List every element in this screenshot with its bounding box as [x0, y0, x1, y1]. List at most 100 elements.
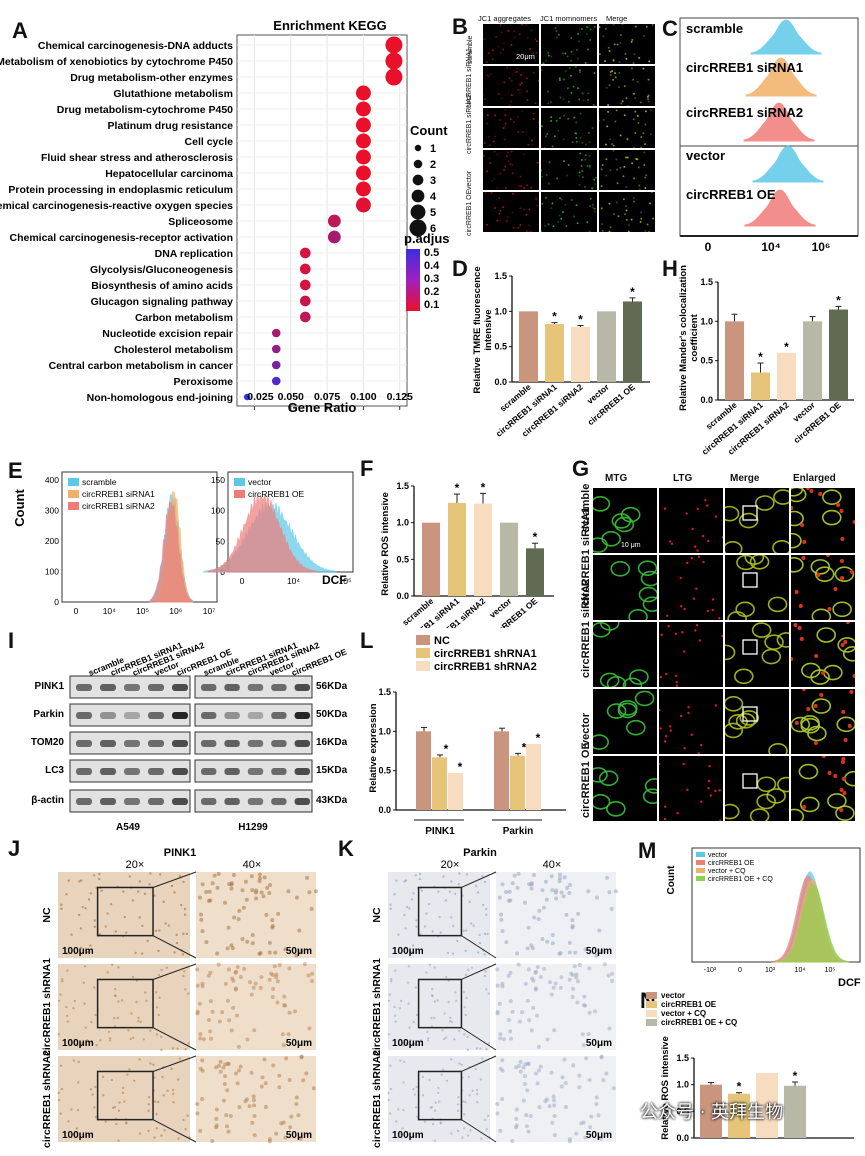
e-xtick: 0 — [74, 606, 79, 616]
kda-label: 15KDa — [316, 765, 348, 776]
bar — [803, 321, 822, 400]
kegg-term-label: Metabolism of xenobiotics by cytochrome … — [0, 56, 233, 68]
jc1-image-tile — [541, 66, 597, 106]
kegg-dot — [299, 263, 311, 275]
bar-ylabel: Relative ROS intensive — [660, 1036, 671, 1139]
legend-swatch — [416, 635, 430, 645]
e-ytick: 100 — [211, 506, 225, 516]
significance-star: * — [536, 731, 541, 745]
panel-letter-m: M — [638, 838, 657, 863]
e-xtick: 0 — [240, 576, 245, 586]
g-row-label: vector — [580, 712, 592, 746]
legend-count-title: Count — [410, 123, 448, 138]
legend-label: NC — [434, 635, 450, 647]
mtg-ltg-image-tile — [725, 622, 789, 687]
legend-count-label: 3 — [430, 175, 436, 187]
bar-category-label: Parkin — [503, 826, 534, 837]
legend-label: circRREB1 shRNA1 — [434, 648, 537, 660]
jc1-image-tile — [599, 192, 655, 232]
kegg-term-label: Biosynthesis of amino acids — [91, 280, 233, 292]
g-col-mtg: MTG — [605, 473, 628, 484]
kegg-term-label: Glycolysis/Gluconeogenesis — [90, 264, 233, 276]
legend-count-dot — [411, 189, 425, 203]
g-row-label: circRREB1 OE — [580, 742, 592, 818]
mtg-ltg-image-tile — [725, 555, 789, 620]
ihc-mag-20: 20× — [441, 859, 460, 871]
significance-star: * — [455, 481, 460, 495]
blot-band — [224, 768, 240, 775]
ihc-scale-100: 100μm — [62, 1130, 94, 1141]
jc1-image-tile — [599, 66, 655, 106]
legend-padj-title: p.adjust — [404, 231, 450, 246]
legend-count-label: 1 — [430, 143, 436, 155]
bar-ylabel: Relative TMRE fluorescenceintensive — [472, 266, 494, 393]
panel-letter-b: B — [452, 14, 468, 39]
m-xtick: -10³ — [704, 967, 717, 974]
blot-band — [201, 768, 217, 775]
blot-band — [271, 768, 287, 775]
c-label-oe: circRREB1 OE — [686, 187, 776, 202]
legend-swatch — [68, 478, 79, 486]
kegg-term-label: Chemical carcinogenesis-reactive oxygen … — [0, 200, 233, 212]
jc1-image-tile — [599, 108, 655, 148]
zoom-box — [742, 639, 758, 655]
blot-band — [247, 684, 264, 691]
mtg-ltg-image-tile — [593, 689, 657, 754]
kegg-dot — [385, 52, 403, 70]
kegg-xlabel: Gene Ratio — [288, 400, 357, 415]
mtg-ltg-image-tile — [593, 622, 657, 687]
significance-star: * — [481, 480, 486, 494]
jc1-image-tile — [483, 66, 539, 106]
bar — [526, 548, 544, 596]
kegg-term-label: Chemical carcinogenesis-DNA adducts — [38, 40, 233, 52]
blot-band — [76, 740, 92, 747]
g-row-label: circRREB1 siRNA2 — [580, 578, 592, 678]
mtg-ltg-image-tile — [791, 756, 855, 821]
significance-star: * — [793, 1069, 798, 1083]
e-ytick: 100 — [45, 567, 59, 577]
significance-star: * — [458, 760, 463, 774]
panel-letter-e: E — [8, 458, 23, 483]
legend-label: scramble — [82, 477, 117, 487]
g-scale-label: 10 μm — [621, 542, 641, 549]
legend-label: circRREB1 OE + CQ — [708, 876, 773, 883]
zoom-box — [742, 572, 758, 588]
bar-category-label: circRREB1 OE — [791, 400, 843, 446]
mtg-ltg-image-tile — [791, 622, 855, 687]
significance-star: * — [758, 350, 763, 364]
ihc-scale-50: 50μm — [586, 1038, 612, 1049]
ihc-row-label: circRREB1 shRNA1 — [41, 958, 53, 1056]
blot-band — [247, 712, 264, 719]
blot-band — [148, 740, 164, 747]
legend-count-dot — [414, 144, 422, 152]
bar — [510, 755, 525, 810]
bar — [448, 773, 463, 810]
blot-band — [100, 740, 116, 747]
relative-expression-bar-chart: 0.0 0.5 1.0 1.5 Relative expression * * PINK1 * *… — [368, 635, 566, 837]
b-col-monomers: JC1 momnomers — [540, 14, 598, 23]
mtg-ltg-image-tile — [791, 555, 855, 620]
e-ytick: 400 — [45, 475, 59, 485]
e-ytick: 50 — [216, 536, 226, 546]
bar — [432, 757, 447, 810]
padj-colorbar — [406, 249, 420, 311]
legend-label: circRREB1 shRNA2 — [434, 661, 537, 673]
bar-ytick: 0.0 — [494, 377, 507, 387]
ihc-scale-50: 50μm — [586, 946, 612, 957]
bar-ylabel: Relative Mander's colocalizationcoeffici… — [678, 265, 700, 411]
tmre-histogram — [744, 189, 816, 227]
kegg-dot — [355, 133, 371, 149]
blot-band — [76, 768, 92, 775]
e-xtick: 10⁶ — [169, 606, 182, 616]
e-ytick: 0 — [54, 597, 59, 607]
ihc-zoom-box — [96, 1070, 154, 1121]
mtg-ltg-image-grid — [593, 488, 863, 824]
c-xtick-0: 0 — [705, 240, 712, 254]
bar-ytick: 1.5 — [378, 687, 391, 697]
legend-label: vector — [708, 852, 728, 859]
zoom-box — [742, 706, 758, 722]
significance-star: * — [533, 530, 538, 544]
bar — [728, 1093, 750, 1138]
bar — [448, 502, 466, 596]
jc1-image-tile — [599, 150, 655, 190]
